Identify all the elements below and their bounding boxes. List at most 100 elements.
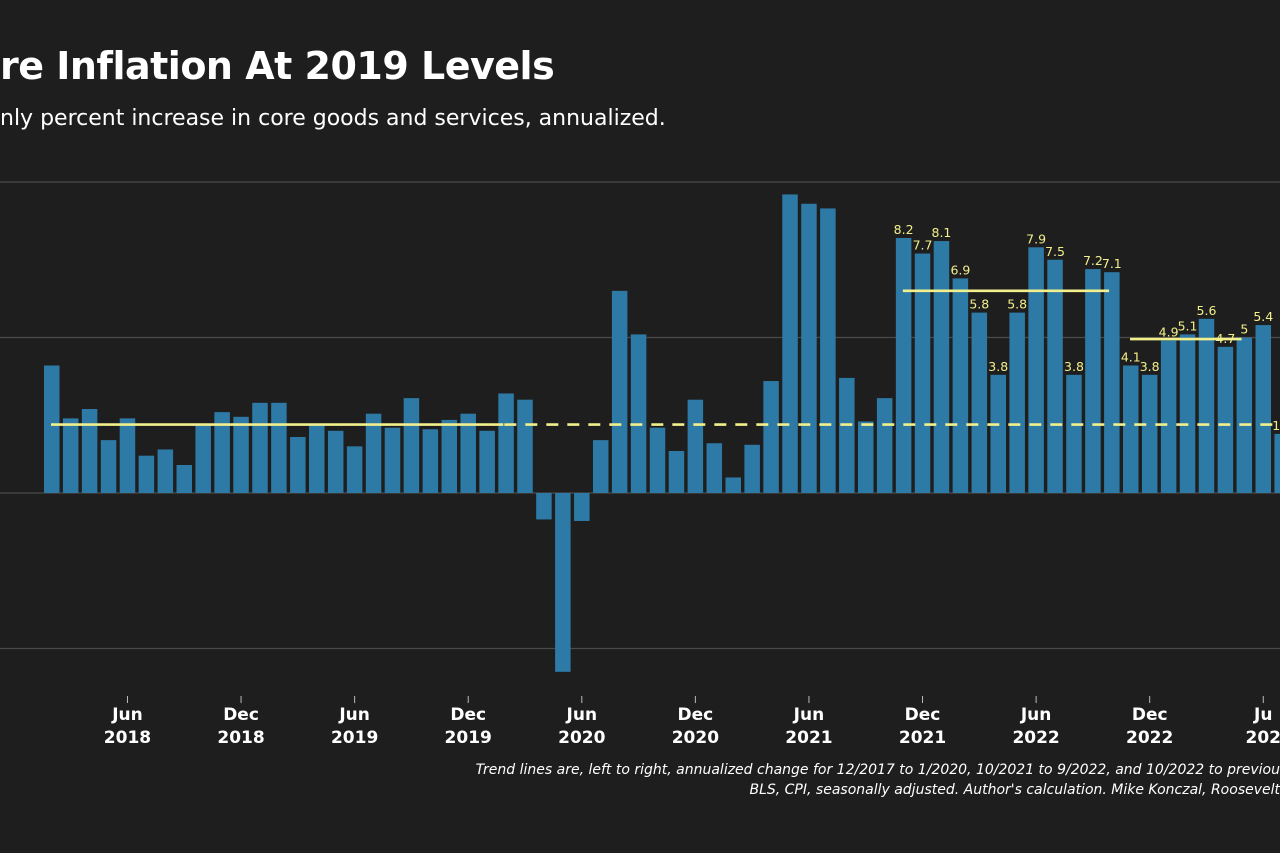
data-label: 5.4 [1253, 309, 1273, 324]
data-label: 3.8 [988, 359, 1008, 374]
data-label: 7.7 [913, 238, 933, 253]
bar [403, 398, 420, 493]
bar [1217, 346, 1234, 493]
bar [1066, 374, 1082, 493]
data-label: 8.1 [932, 225, 952, 240]
bar [1274, 433, 1280, 493]
bar [460, 413, 476, 493]
x-tick-label-month: Jun [566, 705, 598, 725]
bar-chart: 8.27.78.16.95.83.85.87.97.53.87.2 7.14.13… [0, 181, 1280, 748]
bar [195, 424, 211, 493]
bar [233, 416, 249, 493]
x-tick-label-month: Dec [905, 705, 941, 725]
data-label: 4.7 [1215, 331, 1235, 346]
bar [327, 430, 344, 493]
x-tick-label-year: 2022 [1012, 728, 1059, 748]
bar [1028, 247, 1044, 493]
bar [668, 451, 685, 493]
x-tick-label-year: 2022 [1126, 728, 1173, 748]
bar [1104, 272, 1120, 493]
bar [914, 253, 931, 493]
bar [1141, 374, 1158, 493]
x-tick-label-month: Dec [678, 705, 714, 725]
bar [801, 203, 817, 493]
bars [44, 194, 1280, 672]
bar [44, 365, 60, 493]
bar [630, 334, 647, 493]
bar [1123, 365, 1139, 493]
data-label: 5 [1240, 322, 1248, 337]
bar [176, 465, 193, 493]
bar [1160, 340, 1177, 493]
bar [706, 443, 723, 493]
bar [479, 430, 495, 493]
bar [100, 440, 117, 493]
x-tick-label-month: Jun [1020, 705, 1052, 725]
bar [271, 402, 287, 493]
x-tick-label-year: 2018 [217, 728, 264, 748]
bar [649, 427, 666, 493]
x-tick-label-month: Jun [793, 705, 825, 725]
bar [517, 399, 533, 493]
bar [555, 493, 571, 672]
data-label: 1.9 [1272, 418, 1280, 433]
bar [1047, 259, 1063, 493]
bar [1198, 318, 1215, 493]
bar [62, 418, 79, 493]
data-label: 5.8 [1007, 297, 1027, 312]
bar [441, 419, 458, 493]
bar [309, 424, 325, 493]
bar [820, 208, 836, 493]
bar [365, 413, 382, 493]
data-label: 5.1 [1178, 318, 1198, 333]
bar [1085, 269, 1101, 493]
x-axis: Jun 2018 Dec 2018 Jun 2019 Dec 2019 Jun 2020 Dec 20… [104, 696, 1280, 748]
bar [290, 437, 306, 493]
bar [384, 427, 401, 493]
bar [782, 194, 798, 493]
bar [1179, 334, 1196, 493]
data-label: 6.9 [950, 262, 970, 277]
data-label: 7.1 [1102, 256, 1122, 271]
x-tick-label-year: 2019 [331, 728, 378, 748]
bar [252, 402, 268, 493]
bar [895, 237, 912, 493]
bar [952, 278, 969, 493]
bar [1255, 325, 1272, 493]
bar [574, 493, 590, 521]
bar [1236, 337, 1253, 493]
x-tick-label-month: Jun [338, 705, 370, 725]
x-tick-label-month: Dec [1132, 705, 1168, 725]
bar [687, 399, 704, 493]
data-label: 5.6 [1197, 303, 1217, 318]
bar [990, 374, 1006, 493]
bar [157, 449, 174, 493]
chart-subtitle: nly percent increase in core goods and s… [0, 106, 666, 131]
footnote-source: BLS, CPI, seasonally adjusted. Author's … [749, 782, 1280, 798]
bar [725, 477, 741, 493]
bar [857, 421, 874, 493]
bar [876, 398, 893, 493]
x-tick-label-year: 202 [1246, 728, 1280, 748]
x-tick-label-year: 2021 [899, 728, 946, 748]
x-tick-label-year: 2020 [672, 728, 719, 748]
x-tick-label-month: Dec [223, 705, 259, 725]
data-label: 3.8 [1064, 359, 1084, 374]
data-label: 7.5 [1045, 244, 1065, 259]
chart-title: re Inflation At 2019 Levels [0, 44, 555, 88]
bar [536, 493, 552, 520]
x-tick-label-year: 2019 [445, 728, 492, 748]
data-label: 4.9 [1159, 325, 1179, 340]
x-tick-label-month: Jun [111, 705, 143, 725]
bar [422, 429, 439, 493]
bar [119, 418, 136, 493]
x-tick-label-month: Dec [450, 705, 486, 725]
bar [214, 412, 230, 493]
data-label: 5.8 [969, 297, 989, 312]
data-label: 3.8 [1140, 359, 1160, 374]
x-tick-label-year: 2020 [558, 728, 605, 748]
trend-lines [51, 289, 1280, 426]
x-tick-label-year: 2018 [104, 728, 151, 748]
bar [933, 241, 950, 493]
bar [763, 381, 779, 493]
